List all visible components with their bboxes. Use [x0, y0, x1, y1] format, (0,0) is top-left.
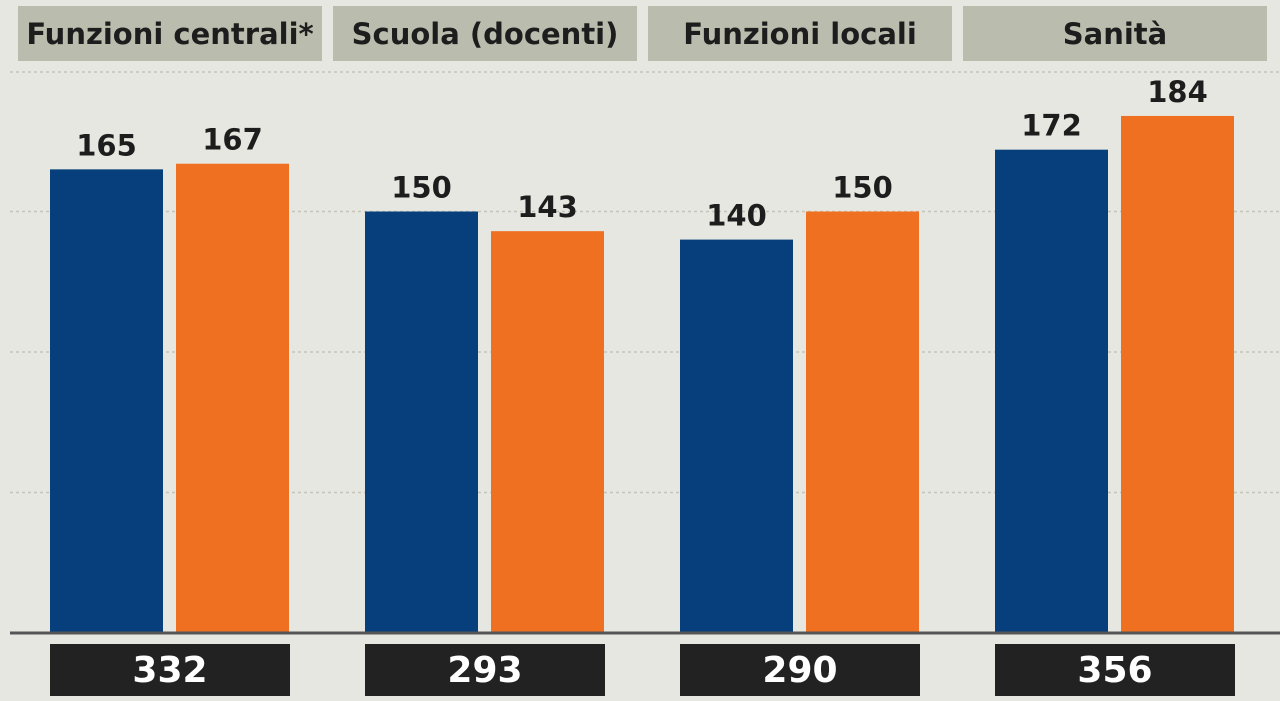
bars [50, 115, 1234, 634]
total-scuola: 293 [365, 644, 605, 696]
bar-series-2-cat-2 [491, 231, 604, 634]
bar-series-1-cat-2 [365, 211, 478, 633]
total-funzioni-centrali: 332 [50, 644, 290, 696]
value-label: 143 [517, 190, 578, 224]
value-label: 150 [832, 171, 893, 205]
bar-series-2-cat-4 [1121, 115, 1234, 633]
value-labels: 165 167 150 143 140 150 172 184 [76, 75, 1208, 233]
bar-series-1-cat-1 [50, 169, 163, 633]
bar-series-2-cat-3 [806, 211, 919, 633]
category-header-funzioni-locali: Funzioni locali [648, 6, 952, 61]
category-header-sanita: Sanità [963, 6, 1267, 61]
value-label: 150 [391, 171, 452, 205]
category-header-funzioni-centrali: Funzioni centrali* [18, 6, 322, 61]
bar-series-2-cat-1 [176, 163, 289, 634]
category-header-scuola: Scuola (docenti) [333, 6, 637, 61]
value-label: 184 [1147, 75, 1208, 109]
value-label: 140 [706, 199, 767, 233]
bar-series-1-cat-3 [680, 239, 793, 633]
value-label: 172 [1021, 109, 1082, 143]
value-label: 165 [76, 128, 137, 162]
total-funzioni-locali: 290 [680, 644, 920, 696]
bar-series-1-cat-4 [995, 149, 1108, 633]
value-label: 167 [202, 123, 263, 157]
total-sanita: 356 [995, 644, 1235, 696]
